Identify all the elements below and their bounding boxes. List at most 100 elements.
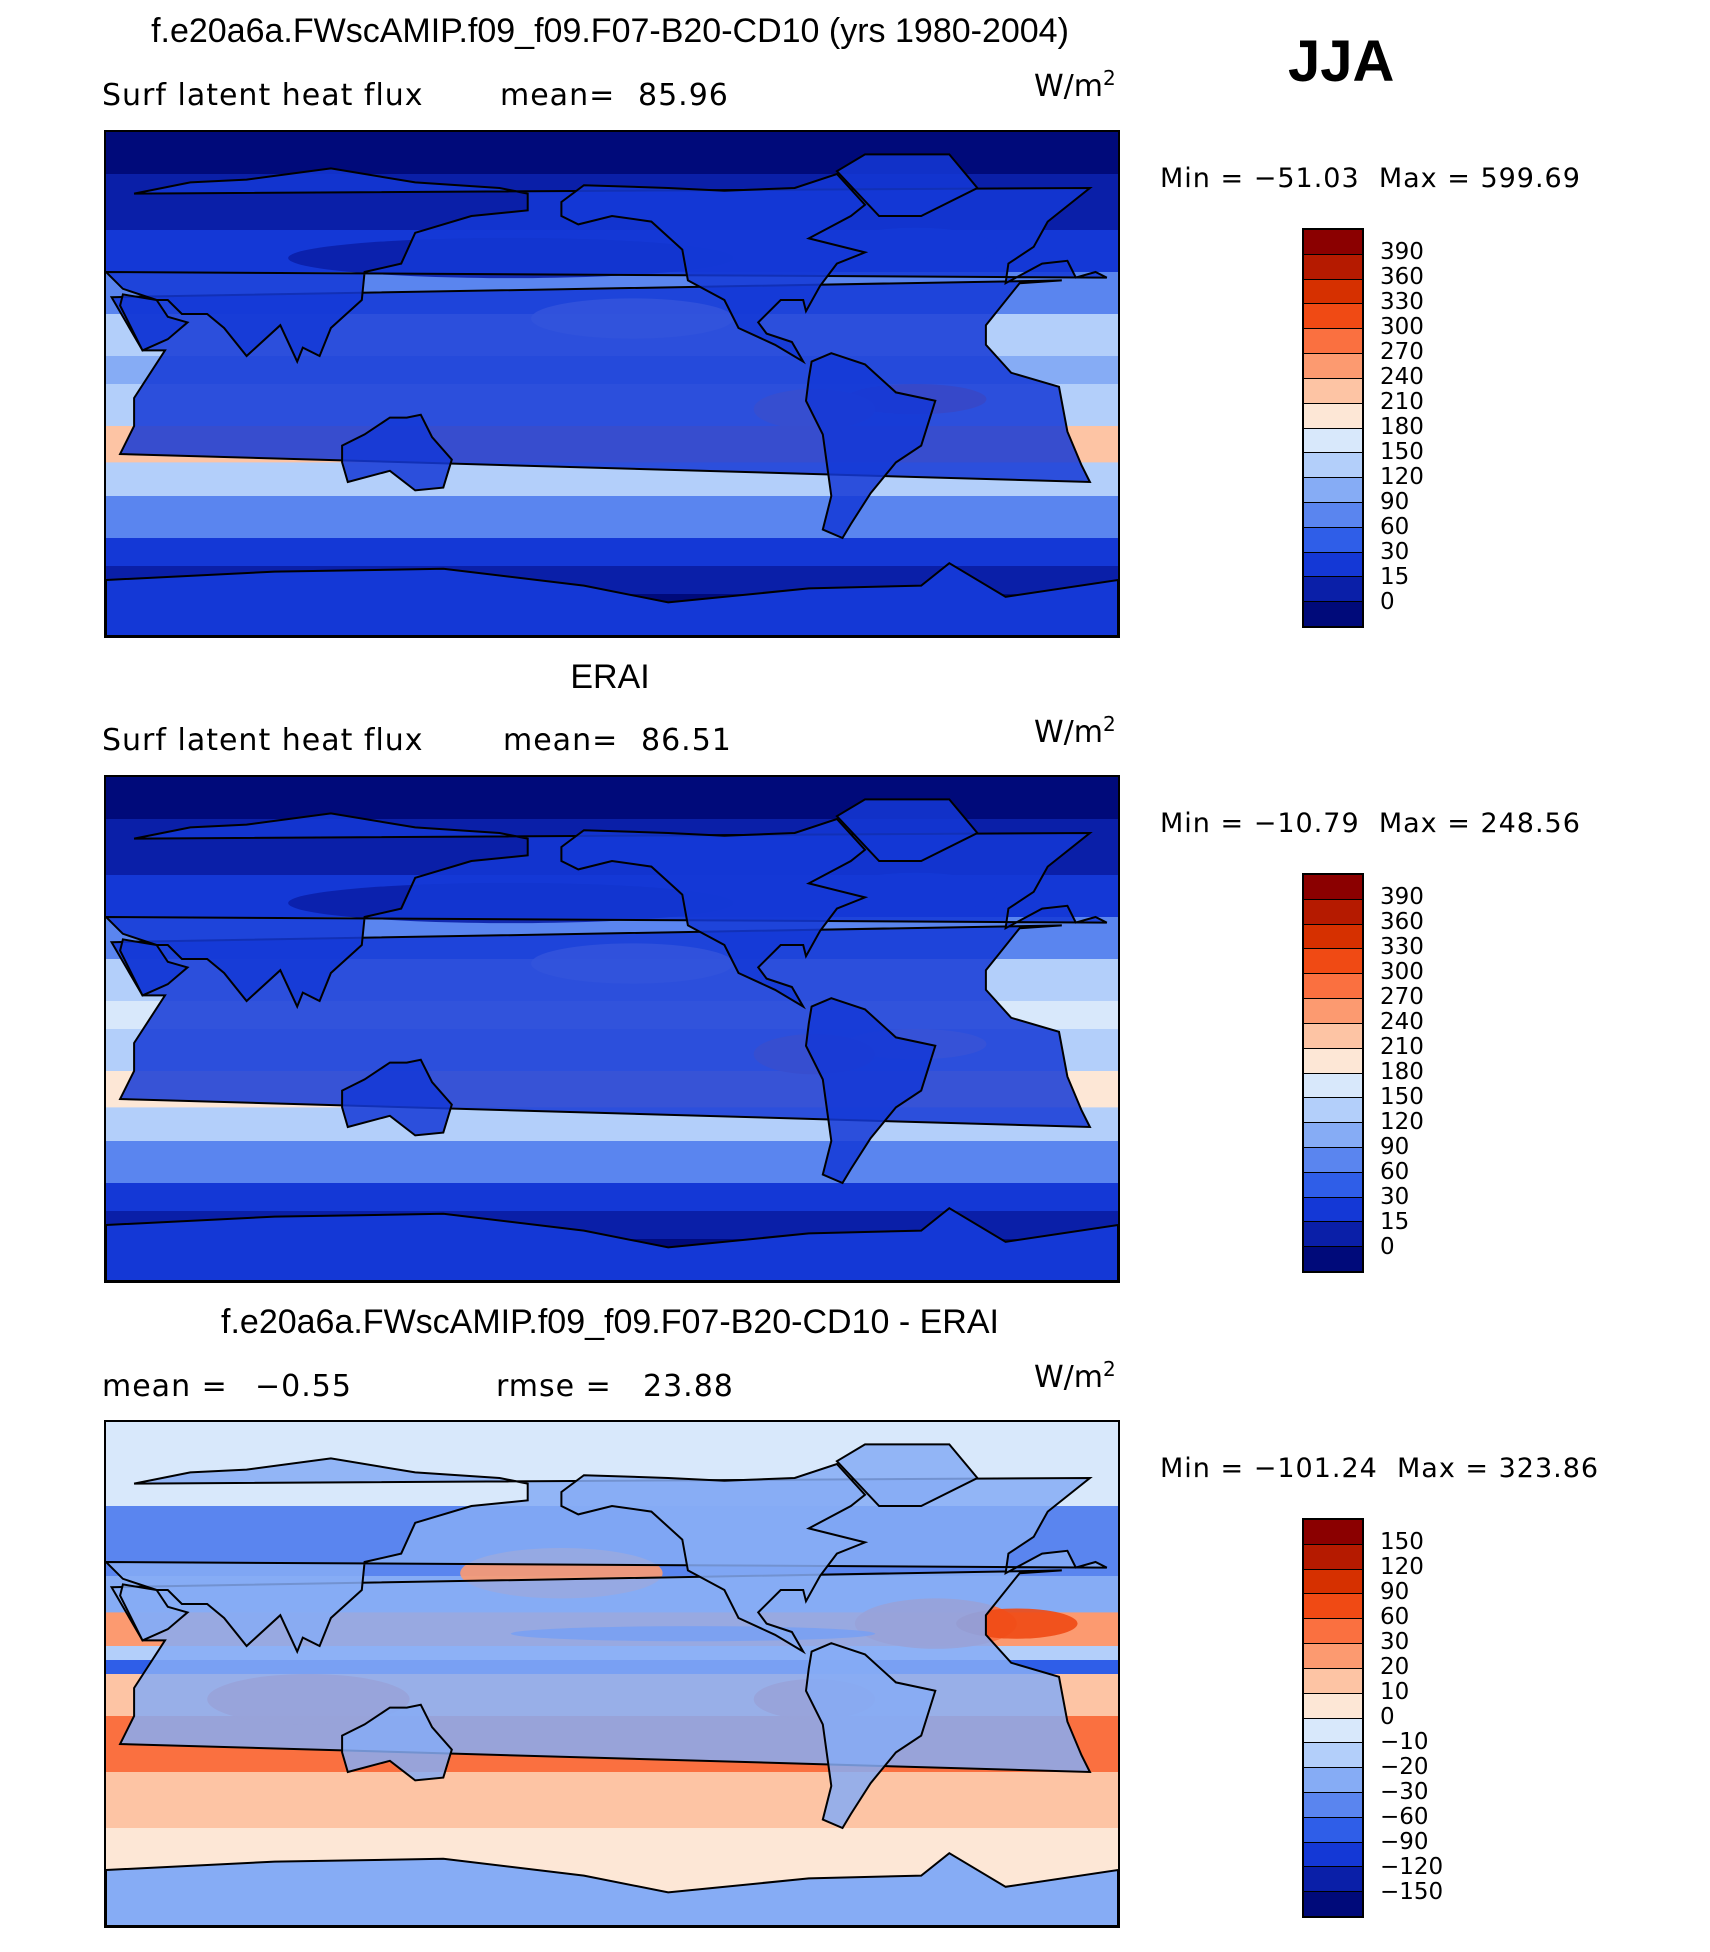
panel3-min-max: Min = −101.24 Max = 323.86 — [1160, 1453, 1600, 1484]
colorbar-tick-label: 270 — [1380, 984, 1424, 1010]
panel3-difference-map — [104, 1420, 1120, 1928]
colorbar-swatch — [1304, 1569, 1362, 1595]
colorbar-swatch — [1304, 1718, 1362, 1744]
colorbar-tick-label: 60 — [1380, 1159, 1410, 1185]
colorbar-swatch — [1304, 403, 1362, 429]
colorbar-swatch — [1304, 478, 1362, 503]
colorbar-tick-label: 60 — [1380, 1604, 1410, 1630]
colorbar-swatch — [1304, 1073, 1362, 1099]
colorbar-swatch — [1304, 1817, 1362, 1843]
field-band — [106, 132, 1118, 175]
panel3-max-value: 323.86 — [1498, 1453, 1600, 1484]
colorbar-tick-label: −20 — [1380, 1754, 1429, 1780]
colorbar-tick-label: 270 — [1380, 339, 1424, 365]
continent-outline — [106, 1457, 1108, 1655]
colorbar-swatch — [1304, 899, 1362, 925]
panel3-title: f.e20a6a.FWscAMIP.f09_f09.F07-B20-CD10 -… — [221, 1303, 999, 1341]
colorbar-swatch — [1304, 502, 1362, 528]
panel1-colorbar-labels: 390 360 330 300 270 240 210 180 150 120 90 60 30 15 0 — [1380, 240, 1424, 615]
continent-outline — [341, 1703, 453, 1782]
colorbar-tick-label: 15 — [1380, 564, 1410, 590]
colorbar-tick-label: 30 — [1380, 539, 1410, 565]
colorbar-swatch — [1304, 453, 1362, 479]
colorbar-swatch — [1304, 949, 1362, 975]
panel1-units: W/m2 — [1034, 66, 1116, 104]
colorbar-tick-label: 0 — [1380, 589, 1395, 615]
colorbar-swatch — [1304, 1867, 1362, 1893]
panel1-title: f.e20a6a.FWscAMIP.f09_f09.F07-B20-CD10 (… — [151, 12, 1069, 50]
colorbar-swatch — [1304, 1172, 1362, 1198]
field-band — [106, 1183, 1118, 1212]
panel2-max-value: 248.56 — [1480, 808, 1581, 839]
continent-outline — [106, 812, 1108, 1010]
panel3-mean-value: −0.55 — [255, 1369, 352, 1404]
colorbar-tick-label: 0 — [1380, 1234, 1395, 1260]
colorbar-swatch — [1304, 1520, 1362, 1545]
panel3-units: W/m2 — [1034, 1357, 1116, 1395]
colorbar-tick-label: 300 — [1380, 959, 1424, 985]
panel2-min-max: Min = −10.79 Max = 248.56 — [1160, 808, 1581, 839]
colorbar-tick-label: 390 — [1380, 884, 1424, 910]
panel2-min-value: −10.79 — [1253, 808, 1360, 839]
colorbar-tick-label: −90 — [1380, 1829, 1429, 1855]
continent-outline — [835, 798, 979, 862]
field-band — [106, 496, 1118, 539]
panel2-colorbar-labels: 390 360 330 300 270 240 210 180 150 120 90 60 30 15 0 — [1380, 885, 1424, 1260]
colorbar-swatch — [1304, 1619, 1362, 1645]
colorbar-swatch — [1304, 1892, 1362, 1916]
colorbar-swatch — [1304, 1743, 1362, 1769]
colorbar-tick-label: 30 — [1380, 1184, 1410, 1210]
colorbar-swatch — [1304, 1147, 1362, 1173]
continent-outline — [560, 172, 869, 365]
colorbar-tick-label: 120 — [1380, 1554, 1424, 1580]
colorbar-swatch — [1304, 329, 1362, 355]
continent-outline — [106, 561, 1118, 636]
colorbar-swatch — [1304, 924, 1362, 950]
colorbar-tick-label: −150 — [1380, 1879, 1444, 1905]
colorbar-swatch — [1304, 1247, 1362, 1271]
panel2-colorbar — [1302, 873, 1364, 1273]
colorbar-swatch — [1304, 1098, 1362, 1124]
field-band — [106, 777, 1118, 820]
colorbar-tick-label: 150 — [1380, 439, 1424, 465]
panel2-mean-value: 86.51 — [641, 723, 732, 758]
season-label: JJA — [1288, 29, 1395, 94]
colorbar-tick-label: 20 — [1380, 1654, 1410, 1680]
panel3-rmse-value: 23.88 — [643, 1369, 734, 1404]
colorbar-tick-label: 240 — [1380, 364, 1424, 390]
colorbar-swatch — [1304, 875, 1362, 900]
colorbar-swatch — [1304, 428, 1362, 454]
panel1-model-map — [104, 130, 1120, 638]
continent-outline — [106, 1851, 1118, 1926]
panel1-mean-value: 85.96 — [638, 78, 729, 113]
colorbar-swatch — [1304, 974, 1362, 1000]
colorbar-tick-label: 210 — [1380, 1034, 1424, 1060]
panel1-variable-label: Surf latent heat flux — [102, 78, 424, 113]
continent-outline — [119, 938, 190, 997]
continent-outline — [804, 1642, 937, 1830]
colorbar-tick-label: 180 — [1380, 414, 1424, 440]
colorbar-swatch — [1304, 1693, 1362, 1719]
field-band — [106, 1141, 1118, 1184]
panel1-max-value: 599.69 — [1480, 163, 1581, 194]
colorbar-tick-label: 150 — [1380, 1084, 1424, 1110]
continent-outline — [560, 817, 869, 1010]
colorbar-swatch — [1304, 1792, 1362, 1818]
colorbar-swatch — [1304, 1768, 1362, 1793]
colorbar-tick-label: 330 — [1380, 934, 1424, 960]
colorbar-tick-label: −60 — [1380, 1804, 1429, 1830]
colorbar-tick-label: 300 — [1380, 314, 1424, 340]
colorbar-swatch — [1304, 304, 1362, 330]
continent-outline — [835, 153, 979, 217]
colorbar-swatch — [1304, 1544, 1362, 1570]
continent-outline — [119, 293, 190, 352]
continent-outline — [341, 413, 453, 492]
panel1-colorbar — [1302, 228, 1364, 628]
colorbar-swatch — [1304, 1594, 1362, 1620]
panel2-erai-map — [104, 775, 1120, 1283]
panel1-mean-label: mean= — [500, 78, 616, 113]
colorbar-tick-label: 360 — [1380, 909, 1424, 935]
panel1-min-value: −51.03 — [1253, 163, 1360, 194]
field-band — [106, 1772, 1118, 1829]
colorbar-tick-label: 90 — [1380, 1579, 1410, 1605]
